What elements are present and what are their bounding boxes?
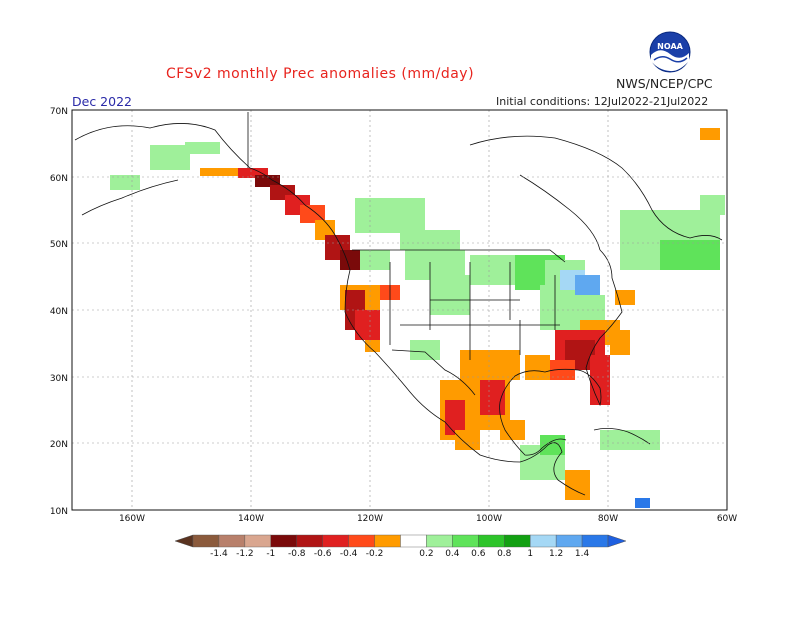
colorbar-cell xyxy=(529,534,557,548)
colorbar-label: 1 xyxy=(527,549,533,559)
colorbar-label: -0.6 xyxy=(314,549,332,559)
colorbar-label: 1.2 xyxy=(549,549,563,559)
forecast-month-label: Dec 2022 xyxy=(72,94,132,109)
initial-conditions-label: Initial conditions: 12Jul2022-21Jul2022 xyxy=(496,95,709,108)
colorbar-above-arrow xyxy=(607,534,627,548)
lat-label: 30N xyxy=(50,374,68,384)
colorbar-label: -1.4 xyxy=(210,549,228,559)
colorbar-cell xyxy=(322,534,349,548)
colorbar-cell xyxy=(504,534,531,548)
colorbar-label: 0.2 xyxy=(419,549,433,559)
lat-label: 50N xyxy=(50,240,68,250)
colorbar: -1.4 -1.2 -1 -0.8 -0.6 -0.4 -0.2 0.2 0.4 0.6 0.8 1 1… xyxy=(174,534,627,559)
lon-axis-labels: 160W 140W 120W 100W 80W 60W xyxy=(119,514,737,524)
colorbar-cell xyxy=(270,534,297,548)
colorbar-cell xyxy=(218,534,246,548)
colorbar-label: 0.4 xyxy=(445,549,460,559)
country-borders xyxy=(247,112,566,396)
colorbar-cell xyxy=(452,534,479,548)
colorbar-cell xyxy=(374,534,401,548)
colorbar-below-arrow xyxy=(174,534,194,548)
lon-label: 80W xyxy=(598,514,618,524)
lat-label: 20N xyxy=(50,440,68,450)
logo-text: NOAA xyxy=(657,42,683,51)
colorbar-label: 0.6 xyxy=(471,549,486,559)
lon-label: 60W xyxy=(717,514,737,524)
colorbar-label: -0.4 xyxy=(340,549,358,559)
noaa-logo-icon: NOAA xyxy=(649,31,691,73)
colorbar-cell xyxy=(426,534,453,548)
lon-label: 100W xyxy=(476,514,502,524)
colorbar-cell xyxy=(192,534,220,548)
organization-label: NWS/NCEP/CPC xyxy=(616,76,713,91)
lat-label: 60N xyxy=(50,174,68,184)
chart-title: CFSv2 monthly Prec anomalies (mm/day) xyxy=(165,66,475,82)
colorbar-label: -1 xyxy=(266,549,275,559)
colorbar-cell xyxy=(244,534,272,548)
colorbar-cell xyxy=(348,534,375,548)
lat-label: 40N xyxy=(50,307,68,317)
colorbar-label: -0.2 xyxy=(366,549,384,559)
coastlines xyxy=(74,123,723,496)
colorbar-label: 0.8 xyxy=(497,549,512,559)
lon-label: 140W xyxy=(238,514,264,524)
colorbar-label: -1.2 xyxy=(236,549,254,559)
colorbar-cell xyxy=(478,534,505,548)
map-frame xyxy=(71,109,728,511)
colorbar-label: -0.8 xyxy=(288,549,306,559)
graticule xyxy=(72,110,727,510)
lon-label: 120W xyxy=(357,514,383,524)
anomaly-cells xyxy=(110,128,725,508)
colorbar-label: 1.4 xyxy=(575,549,590,559)
lon-label: 160W xyxy=(119,514,145,524)
colorbar-cell xyxy=(400,534,427,548)
lat-axis-labels: 70N 60N 50N 40N 30N 20N 10N xyxy=(50,107,68,517)
lat-label: 10N xyxy=(50,507,68,517)
colorbar-cell xyxy=(296,534,323,548)
colorbar-cell xyxy=(555,534,583,548)
lat-label: 70N xyxy=(50,107,68,117)
colorbar-cell xyxy=(581,534,609,548)
